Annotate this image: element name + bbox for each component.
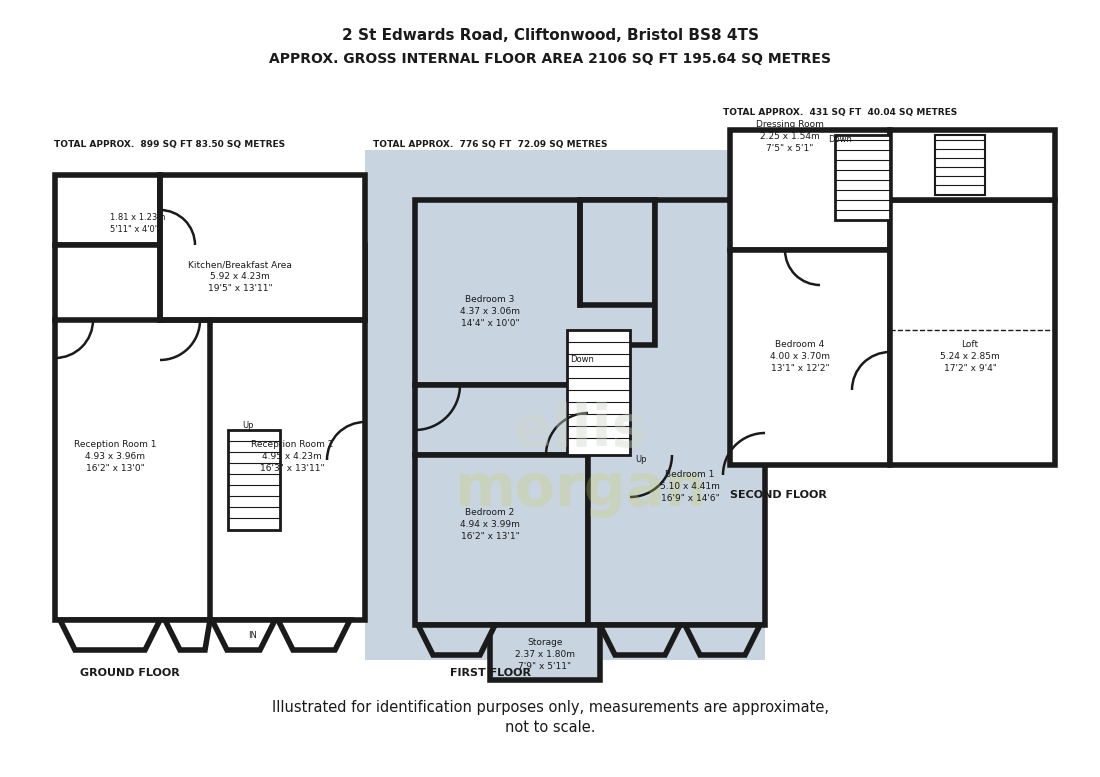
Bar xyxy=(730,250,890,465)
Text: TOTAL APPROX.  776 SQ FT  72.09 SQ METRES: TOTAL APPROX. 776 SQ FT 72.09 SQ METRES xyxy=(373,140,607,149)
Bar xyxy=(160,175,365,320)
Text: Bedroom 3
4.37 x 3.06m
14'4" x 10'0": Bedroom 3 4.37 x 3.06m 14'4" x 10'0" xyxy=(460,295,520,328)
Text: Down: Down xyxy=(828,135,851,144)
Polygon shape xyxy=(588,200,764,625)
Text: morgan: morgan xyxy=(454,462,706,518)
Text: Dressing Room
2.25 x 1.54m
7'5" x 5'1": Dressing Room 2.25 x 1.54m 7'5" x 5'1" xyxy=(756,120,824,152)
Bar xyxy=(490,625,600,680)
Text: Bedroom 1
5.10 x 4.41m
16'9" x 14'6": Bedroom 1 5.10 x 4.41m 16'9" x 14'6" xyxy=(660,470,719,503)
Text: FIRST FLOOR: FIRST FLOOR xyxy=(450,668,531,678)
Text: 2 St Edwards Road, Cliftonwood, Bristol BS8 4TS: 2 St Edwards Road, Cliftonwood, Bristol … xyxy=(341,28,759,43)
Text: SECOND FLOOR: SECOND FLOOR xyxy=(730,490,827,500)
Polygon shape xyxy=(685,625,760,655)
Text: Reception Room 2
4.95 x 4.23m
16'3" x 13'11": Reception Room 2 4.95 x 4.23m 16'3" x 13… xyxy=(251,440,333,472)
Bar xyxy=(415,200,654,385)
Text: 1.81 x 1.23m
5'11" x 4'0": 1.81 x 1.23m 5'11" x 4'0" xyxy=(110,213,165,234)
Bar xyxy=(228,430,280,530)
Text: Bedroom 2
4.94 x 3.99m
16'2" x 13'1": Bedroom 2 4.94 x 3.99m 16'2" x 13'1" xyxy=(460,508,520,541)
Text: Kitchen/Breakfast Area
5.92 x 4.23m
19'5" x 13'11": Kitchen/Breakfast Area 5.92 x 4.23m 19'5… xyxy=(188,260,292,293)
Bar xyxy=(835,135,890,220)
Bar xyxy=(890,130,1055,200)
Bar xyxy=(935,135,984,195)
Bar xyxy=(415,455,588,625)
Polygon shape xyxy=(600,625,680,655)
Polygon shape xyxy=(212,620,275,650)
Polygon shape xyxy=(418,625,495,655)
Text: Loft
5.24 x 2.85m
17'2" x 9'4": Loft 5.24 x 2.85m 17'2" x 9'4" xyxy=(940,340,1000,373)
Text: Illustrated for identification purposes only, measurements are approximate,
not : Illustrated for identification purposes … xyxy=(272,700,828,735)
Text: IN: IN xyxy=(249,630,257,639)
Text: TOTAL APPROX.  899 SQ FT 83.50 SQ METRES: TOTAL APPROX. 899 SQ FT 83.50 SQ METRES xyxy=(54,140,286,149)
Text: TOTAL APPROX.  431 SQ FT  40.04 SQ METRES: TOTAL APPROX. 431 SQ FT 40.04 SQ METRES xyxy=(723,108,957,117)
Text: Up: Up xyxy=(242,421,254,430)
Text: Up: Up xyxy=(635,455,647,464)
Polygon shape xyxy=(165,620,210,650)
Text: Down: Down xyxy=(570,355,594,364)
Bar xyxy=(415,385,654,455)
Bar xyxy=(55,245,365,620)
Text: ellis: ellis xyxy=(513,402,647,458)
Bar xyxy=(890,200,1055,465)
Bar xyxy=(55,175,160,245)
Bar xyxy=(566,330,630,455)
Polygon shape xyxy=(278,620,350,650)
Bar xyxy=(580,200,654,305)
Bar xyxy=(730,130,890,250)
Polygon shape xyxy=(60,620,160,650)
Text: Bedroom 4
4.00 x 3.70m
13'1" x 12'2": Bedroom 4 4.00 x 3.70m 13'1" x 12'2" xyxy=(770,340,830,373)
Text: GROUND FLOOR: GROUND FLOOR xyxy=(80,668,179,678)
Text: APPROX. GROSS INTERNAL FLOOR AREA 2106 SQ FT 195.64 SQ METRES: APPROX. GROSS INTERNAL FLOOR AREA 2106 S… xyxy=(270,52,830,66)
Text: Storage
2.37 x 1.80m
7'9" x 5'11": Storage 2.37 x 1.80m 7'9" x 5'11" xyxy=(515,638,575,671)
Text: Reception Room 1
4.93 x 3.96m
16'2" x 13'0": Reception Room 1 4.93 x 3.96m 16'2" x 13… xyxy=(74,440,156,472)
Bar xyxy=(365,150,764,660)
